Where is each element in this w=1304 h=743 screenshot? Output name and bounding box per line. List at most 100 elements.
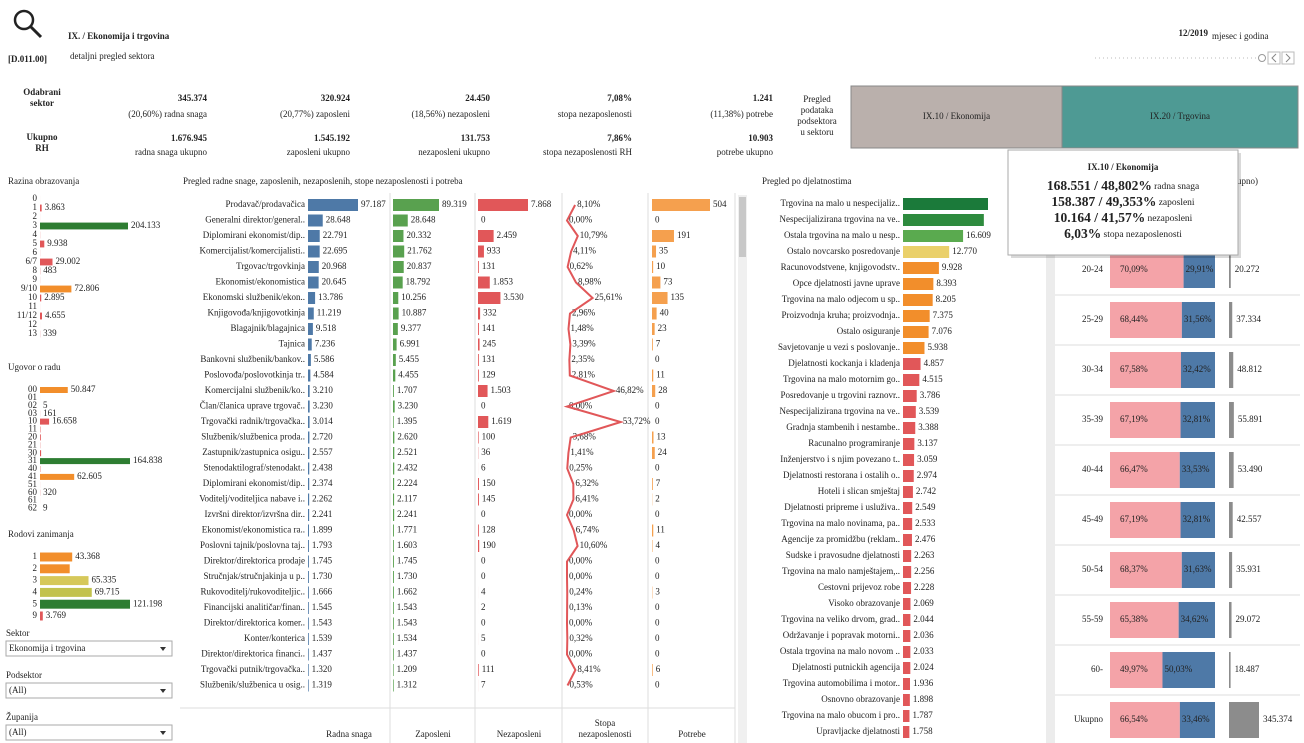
rate-label: 0,13% — [569, 602, 593, 612]
category-label: 30 — [28, 447, 38, 457]
bar — [308, 679, 309, 692]
dropdown[interactable] — [5, 640, 173, 657]
rate-label: 4,11% — [573, 246, 596, 256]
category-label: 61 — [28, 495, 37, 505]
occupation-name: Financijski analitičar/finan.. — [204, 602, 305, 612]
bar — [308, 416, 310, 428]
rate-label: 6,32% — [575, 478, 599, 488]
stacked-bar — [1110, 702, 1180, 738]
value-label: 131 — [482, 354, 496, 364]
bar — [308, 648, 309, 661]
value-label: 0 — [655, 571, 660, 581]
percent-label: 70,09% — [1120, 264, 1148, 274]
occupation-name: Trgovac/trgovkinja — [236, 261, 305, 271]
category-label: 6 — [33, 247, 38, 257]
value-label: 7 — [656, 339, 661, 349]
kpi-value: 345.374 — [178, 93, 208, 103]
bar — [903, 214, 984, 226]
bar — [308, 307, 314, 320]
bar — [652, 292, 668, 304]
rate-label: 8,10% — [577, 199, 601, 209]
occupation-name: Poslovođa/poslovotkinja tr.. — [204, 370, 305, 380]
column-header: Zaposleni — [415, 729, 451, 739]
bar — [652, 478, 653, 490]
value-label: 1.437 — [312, 649, 333, 659]
bar — [478, 524, 479, 537]
value-label: 2.549 — [915, 502, 936, 512]
bar — [652, 199, 710, 211]
value-label: 135 — [671, 292, 685, 302]
stacked-bar — [1162, 652, 1215, 688]
dropdown-arrow — [160, 689, 166, 693]
bar — [308, 602, 309, 614]
dropdown[interactable] — [5, 682, 173, 699]
value-label: 3.530 — [503, 292, 524, 302]
activity-name: Racunalno programiranje — [808, 438, 900, 448]
tooltip-line: 168.551 / 48,802% radna snaga — [1047, 178, 1200, 193]
percent-label: 29,91% — [1186, 264, 1214, 274]
occupation-name: Prodavač/prodavačica — [226, 199, 305, 209]
subsector-button[interactable] — [850, 85, 1063, 149]
value-label: 50.847 — [71, 384, 96, 394]
rate-label: 0,53% — [570, 680, 594, 690]
bar — [393, 431, 395, 444]
scrollbar-thumb[interactable] — [739, 197, 746, 257]
search-icon[interactable] — [13, 9, 43, 39]
subsector-button[interactable] — [1061, 85, 1299, 149]
category-label: 1 — [33, 551, 38, 561]
value-label: 204.133 — [131, 220, 161, 230]
bar — [903, 262, 939, 274]
section-title: Ugovor o radu — [8, 362, 61, 372]
percent-label: 50,03% — [1164, 664, 1192, 674]
occupation-name: Zastupnik/zastupnica osigu.. — [202, 447, 305, 457]
bar — [903, 486, 913, 498]
bar — [903, 278, 934, 290]
value-label: 1.793 — [312, 540, 333, 550]
bar — [308, 292, 316, 304]
value-label: 5 — [481, 633, 486, 643]
percent-label: 31,56% — [1184, 314, 1212, 324]
bar — [393, 199, 439, 211]
value-label: 1.543 — [312, 618, 333, 628]
category-label: 9 — [33, 610, 38, 620]
bar — [652, 230, 674, 242]
percent-label: 33,46% — [1182, 714, 1210, 724]
period-slider[interactable] — [1095, 51, 1295, 65]
bar — [308, 323, 313, 335]
bar — [478, 245, 484, 258]
subsector-label: podataka — [801, 105, 833, 115]
value-label: 332 — [483, 308, 497, 318]
value-label: 2.438 — [312, 463, 333, 473]
section-title: Pregled po djelatnostima — [762, 176, 851, 186]
column-header: Nezaposleni — [497, 729, 542, 739]
bar — [393, 307, 399, 320]
value-label: 28 — [658, 385, 668, 395]
activity-name: Savjetovanje u vezi s poslovanje.. — [778, 342, 900, 352]
value-label: 3.539 — [919, 406, 940, 416]
bar — [308, 617, 309, 630]
bar — [478, 478, 479, 490]
value-label: 2.432 — [397, 463, 417, 473]
percent-label: 34,62% — [1181, 614, 1209, 624]
value-label: 1.898 — [913, 694, 934, 704]
occupation-name: Komercijalist/komercijalisti.. — [200, 246, 305, 256]
value-label: 23 — [658, 323, 668, 333]
filter-label: Podsektor — [6, 670, 42, 680]
dropdown[interactable] — [5, 724, 173, 741]
value-label: 43.368 — [75, 551, 100, 561]
value-label: 1.312 — [397, 680, 417, 690]
bar — [478, 385, 488, 397]
value-label: 320 — [43, 487, 57, 497]
stacked-bar — [1180, 402, 1215, 438]
kpi-row-label: RH — [35, 143, 49, 153]
bar — [393, 602, 394, 614]
panel-band — [1046, 195, 1055, 743]
value-label: 2.224 — [397, 478, 418, 488]
value-label: 191 — [677, 230, 691, 240]
activity-name: Trgovina na malo namještajem,.. — [782, 566, 900, 576]
value-label: 5.586 — [314, 354, 335, 364]
value-label: 2.742 — [916, 486, 936, 496]
tooltip-line: 158.387 / 49,353% zaposleni — [1051, 194, 1195, 209]
column-header: nezaposlenosti — [579, 729, 632, 739]
